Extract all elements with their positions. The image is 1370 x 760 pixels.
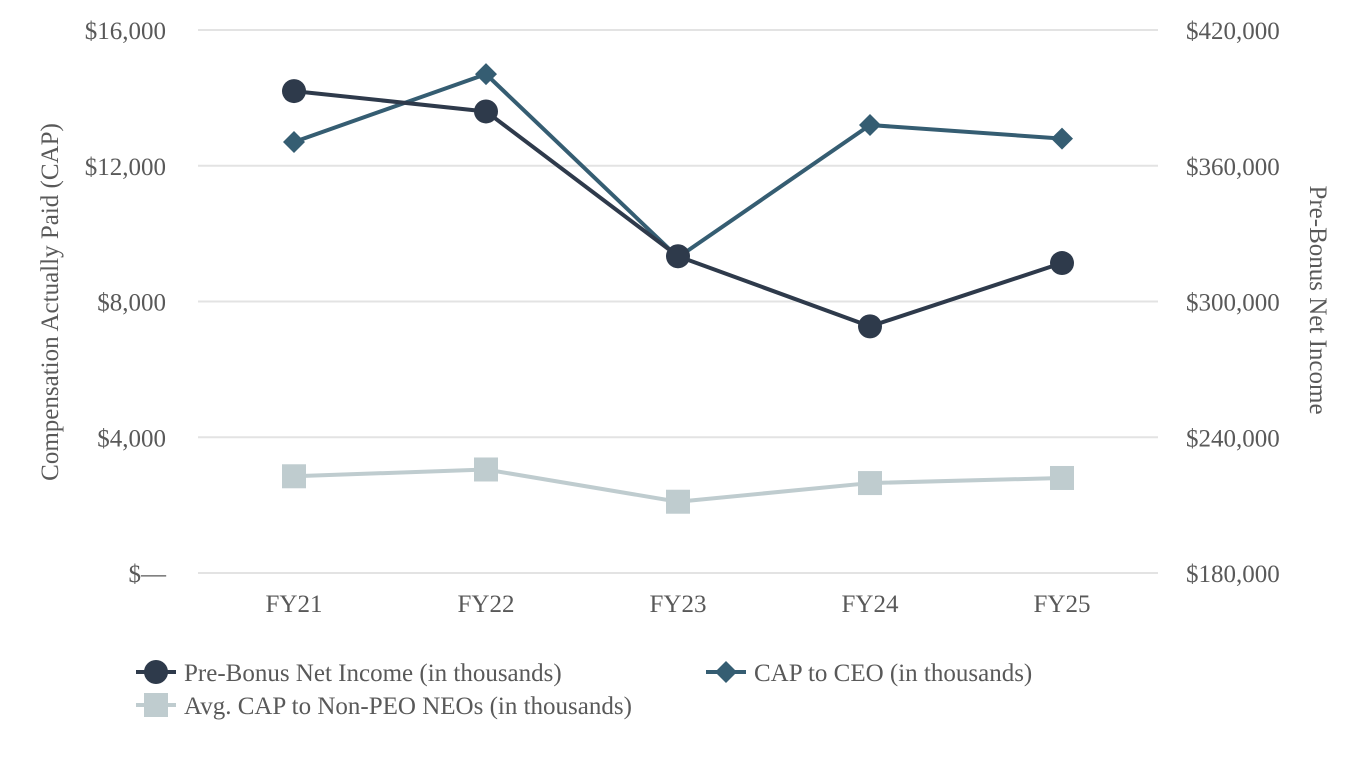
legend-item: Pre-Bonus Net Income (in thousands) [136,660,562,687]
series-line [293,89,1063,329]
series-circle [282,79,1074,339]
x-tick-label: FY24 [842,591,899,618]
x-tick-label: FY23 [650,591,707,618]
legend-label: CAP to CEO (in thousands) [754,660,1032,687]
right-tick-label: $420,000 [1186,18,1280,45]
series-layer [282,63,1074,514]
data-point [474,457,498,482]
right-axis-ticks: $180,000 $240,000 $300,000 $360,000 $420,000 [1186,18,1280,588]
right-tick-label: $180,000 [1186,561,1280,588]
right-tick-label: $300,000 [1186,290,1280,317]
data-point [144,693,168,717]
left-axis-ticks: $— $4,000 $8,000 $12,000 $16,000 [85,18,167,588]
data-point [666,244,690,269]
data-point [474,99,498,124]
legend-item: CAP to CEO (in thousands) [706,660,1032,687]
legend-label: Pre-Bonus Net Income (in thousands) [184,660,562,687]
left-tick-label: $8,000 [97,290,166,317]
right-axis-title: Pre-Bonus Net Income [1304,185,1331,414]
right-tick-label: $240,000 [1186,425,1280,452]
right-tick-label: $360,000 [1186,154,1280,181]
left-tick-label: $12,000 [85,154,166,181]
data-point [282,464,306,489]
data-point [715,661,737,683]
data-point [858,471,882,496]
left-axis-title: Compensation Actually Paid (CAP) [37,123,64,481]
data-point [1051,127,1073,150]
x-axis-ticks: FY21 FY22 FY23 FY24 FY25 [266,591,1091,618]
data-point [666,489,690,514]
x-tick-label: FY22 [458,591,515,618]
data-point [1050,465,1074,490]
legend: Pre-Bonus Net Income (in thousands) CAP t… [136,660,1032,720]
left-tick-label: $4,000 [97,425,166,452]
data-point [144,660,168,684]
data-point [1050,251,1074,276]
x-tick-label: FY25 [1034,591,1091,618]
data-point [282,79,306,104]
data-point [858,314,882,339]
data-point [475,63,497,86]
legend-item: Avg. CAP to Non-PEO NEOs (in thousands) [136,693,632,720]
data-point [859,114,881,137]
series-square [282,457,1074,514]
x-tick-label: FY21 [266,591,323,618]
data-point [283,130,305,153]
grid-lines [198,29,1158,574]
left-tick-label: $— [129,561,168,588]
left-tick-label: $16,000 [85,18,166,45]
legend-label: Avg. CAP to Non-PEO NEOs (in thousands) [184,693,632,720]
